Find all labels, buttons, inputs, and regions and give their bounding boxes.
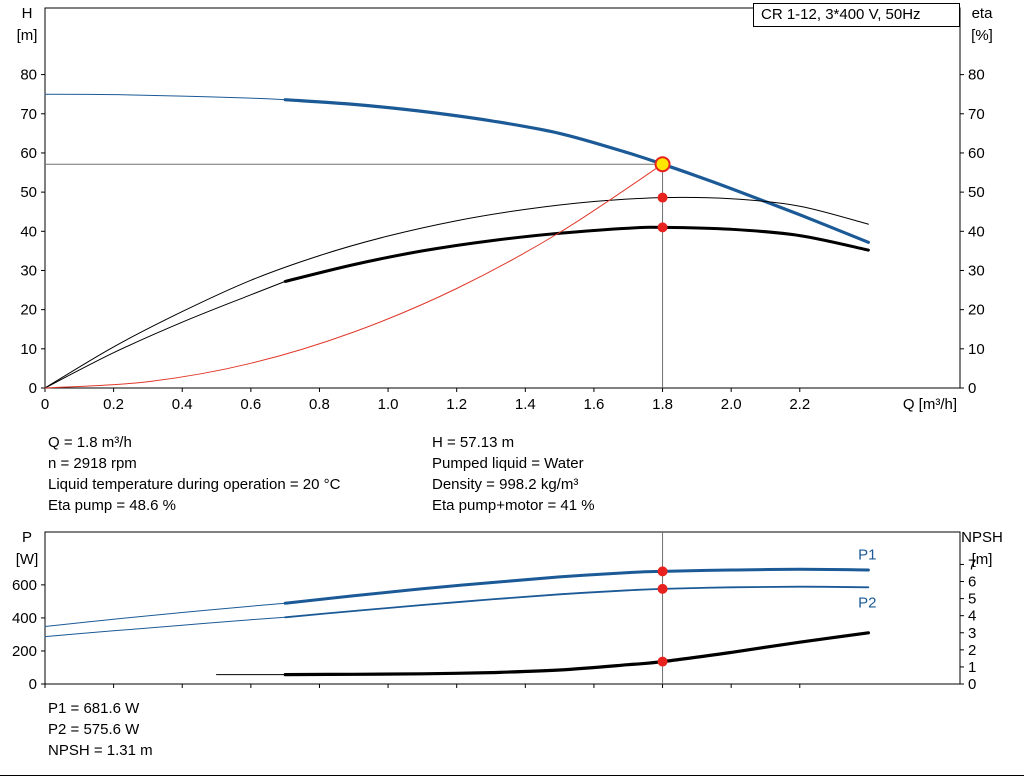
system-curve: [44, 163, 663, 389]
x-tick-label: 1.0: [378, 396, 399, 413]
x-tick-label: 0.4: [172, 396, 193, 413]
y-right-tick-label: 60: [968, 145, 985, 162]
y-right-tick-label: 5: [968, 591, 976, 608]
y-left-tick-label: 0: [29, 676, 37, 693]
info-pumped-liquid: Pumped liquid = Water: [432, 455, 584, 472]
y-right-tick-label: 0: [968, 676, 976, 693]
head-chart-y-right-axis-label: [%]: [971, 27, 993, 44]
x-tick-label: 2.0: [721, 396, 742, 413]
power-chart-y-left-axis-label: [W]: [16, 551, 39, 568]
power-info-column: P1 = 681.6 W P2 = 575.6 W NPSH = 1.31 m: [48, 698, 153, 761]
p2-curve: [284, 585, 870, 619]
y-right-tick-label: 6: [968, 574, 976, 591]
info-flow: Q = 1.8 m³/h: [48, 434, 132, 451]
y-left-tick-label: 200: [12, 643, 37, 660]
y-right-tick-label: 10: [968, 341, 985, 358]
y-left-tick-label: 70: [20, 106, 37, 123]
p1-curve: [283, 567, 870, 605]
y-right-tick-label: 70: [968, 106, 985, 123]
power-chart-y-right-axis-label: NPSH: [961, 529, 1003, 546]
y-right-tick-label: 2: [968, 642, 976, 659]
x-tick-label: 1.2: [446, 396, 467, 413]
info-npsh: NPSH = 1.31 m: [48, 742, 153, 759]
x-tick-label: 2.2: [789, 396, 810, 413]
y-left-tick-label: 60: [20, 145, 37, 162]
eta-total-marker: [657, 222, 668, 233]
power-chart-y-left-axis-label: P: [22, 529, 32, 546]
y-left-tick-label: 40: [20, 223, 37, 240]
y-left-tick-label: 10: [20, 341, 37, 358]
y-left-tick-label: 30: [20, 262, 37, 279]
pump-model-title: CR 1-12, 3*400 V, 50Hz: [753, 3, 960, 27]
info-liquid-temperature: Liquid temperature during operation = 20…: [48, 476, 341, 493]
duty-info-left-column: Q = 1.8 m³/h n = 2918 rpm Liquid tempera…: [48, 432, 340, 516]
p2-marker: [657, 583, 668, 594]
info-head: H = 57.13 m: [432, 434, 515, 451]
x-tick-label: 1.4: [515, 396, 536, 413]
y-left-tick-label: 20: [20, 302, 37, 319]
head-chart-y-left-axis-label: [m]: [17, 27, 38, 44]
y-right-tick-label: 7: [968, 556, 976, 573]
page-divider-line: [0, 775, 1024, 776]
x-tick-label: 0.2: [103, 396, 124, 413]
info-speed: n = 2918 rpm: [48, 455, 137, 472]
head-chart-y-right-axis-label: eta: [972, 5, 994, 22]
duty-point-marker: [654, 156, 671, 173]
qh-curve: [283, 98, 870, 244]
y-right-tick-label: 40: [968, 223, 985, 240]
eta-pump-curve: [44, 196, 869, 389]
y-right-tick-label: 50: [968, 184, 985, 201]
x-tick-label: 0: [41, 396, 49, 413]
x-tick-label: 1.8: [652, 396, 673, 413]
y-right-tick-label: 80: [968, 67, 985, 84]
p2-label: P2: [858, 595, 876, 612]
y-right-tick-label: 0: [968, 380, 976, 397]
qh-curve-lead: [44, 93, 286, 101]
y-left-tick-label: 400: [12, 610, 37, 627]
info-p2: P2 = 575.6 W: [48, 721, 140, 738]
head-chart-frame: [44, 7, 961, 389]
duty-info-right-column: H = 57.13 m Pumped liquid = Water Densit…: [432, 432, 595, 516]
eta-pump-marker: [657, 192, 668, 203]
info-p1: P1 = 681.6 W: [48, 700, 140, 717]
y-left-tick-label: 50: [20, 184, 37, 201]
y-left-tick-label: 80: [20, 67, 37, 84]
y-right-tick-label: 20: [968, 302, 985, 319]
y-left-tick-label: 0: [29, 380, 37, 397]
y-left-tick-label: 600: [12, 577, 37, 594]
p1-curve-lead: [44, 602, 286, 627]
head-chart-y-left-axis-label: H: [22, 5, 33, 22]
power-chart-y-right-axis-label: [m]: [972, 551, 993, 568]
x-tick-label: 0.8: [309, 396, 330, 413]
y-right-tick-label: 1: [968, 659, 976, 676]
power-chart-frame: [44, 531, 961, 685]
eta-total-curve-lead: [44, 280, 286, 389]
head-chart: 0 0.2 0.4 0.6 0.8 1.0 1.2 1.4 1.6 1.8 2.0 2.2 Q [m³/…: [17, 5, 994, 413]
eta-total-curve: [283, 225, 870, 283]
info-density: Density = 998.2 kg/m³: [432, 476, 579, 493]
p1-marker: [657, 566, 668, 577]
y-right-tick-label: 4: [968, 608, 976, 625]
npsh-curve: [283, 631, 870, 677]
x-tick-label: 1.6: [584, 396, 605, 413]
p1-label: P1: [858, 546, 876, 563]
info-eta-pump: Eta pump = 48.6 %: [48, 497, 176, 514]
x-tick-label: 0.6: [240, 396, 261, 413]
x-axis-label: Q [m³/h]: [903, 396, 957, 413]
info-eta-pump-motor: Eta pump+motor = 41 %: [432, 497, 595, 514]
y-right-tick-label: 30: [968, 262, 985, 279]
y-right-tick-label: 3: [968, 625, 976, 642]
p2-curve-lead: [44, 616, 286, 638]
npsh-marker: [657, 656, 668, 667]
